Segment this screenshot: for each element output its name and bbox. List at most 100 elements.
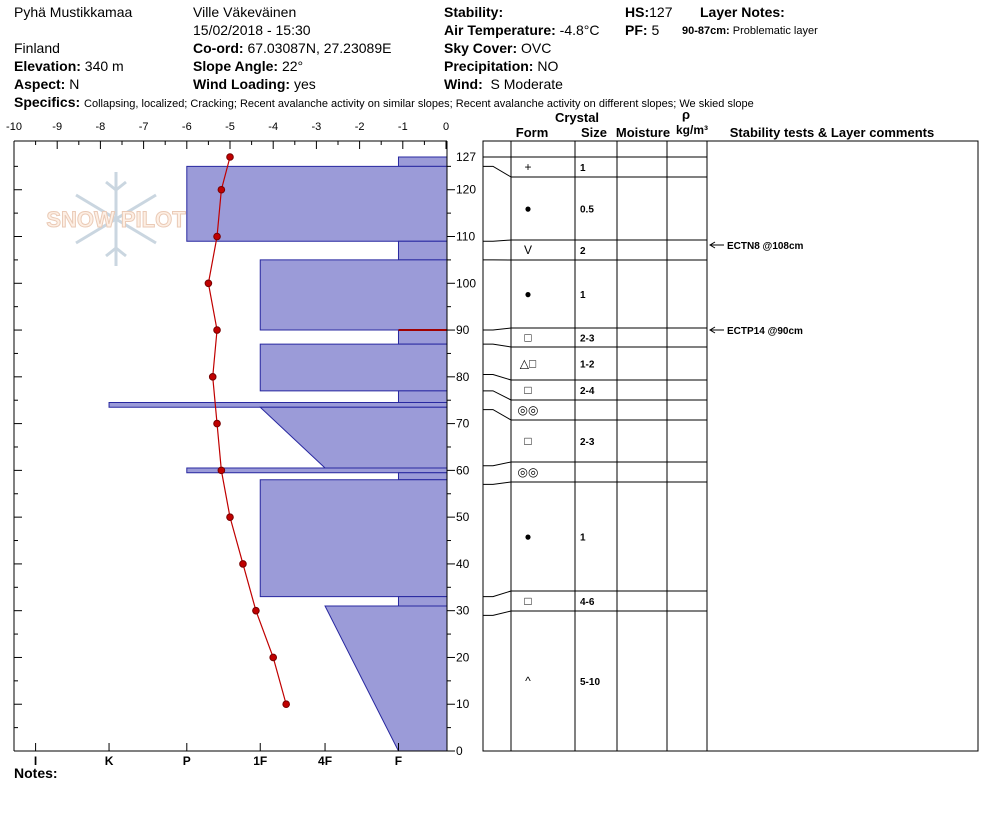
temperature-point <box>226 153 234 161</box>
hardness-layer-5 <box>259 343 448 392</box>
layer-form: ● <box>524 202 531 216</box>
layer-size: 2-3 <box>580 437 595 448</box>
layer-form: + <box>524 160 531 174</box>
layer-connector <box>483 390 512 401</box>
hardness-layer-0 <box>397 156 448 167</box>
layer-notes-label: Layer Notes: <box>700 4 785 20</box>
slope-field: Slope Angle: 22° <box>193 57 303 75</box>
wind-loading-label: Wind Loading: <box>193 76 291 92</box>
layer-form: □ <box>524 434 531 448</box>
aspect-field: Aspect: N <box>14 75 79 93</box>
comments-header: Stability tests & Layer comments <box>730 125 934 140</box>
stability-test-arrowhead <box>709 241 716 249</box>
air-temp-label: Air Temperature: <box>444 22 556 38</box>
hardness-layer-11 <box>259 479 448 598</box>
temperature-point <box>269 653 278 662</box>
temperature-point <box>213 232 221 241</box>
temperature-profile <box>204 153 290 709</box>
layer-connector <box>483 461 512 467</box>
height-tick-label: 120 <box>456 183 476 197</box>
specifics-field: Specifics: Collapsing, localized; Cracki… <box>14 93 754 113</box>
layer-size: 2 <box>580 246 586 257</box>
layer-form: ◎◎ <box>518 403 539 417</box>
height-tick-label: 60 <box>456 463 470 477</box>
height-tick-label: 100 <box>456 276 476 290</box>
layer-connector <box>483 327 512 331</box>
height-tick-label: 127 <box>456 150 476 164</box>
hardness-tick-label: I <box>34 754 37 768</box>
temp-tick-label: -6 <box>182 121 192 133</box>
specifics-value: Collapsing, localized; Cracking; Recent … <box>84 98 754 110</box>
height-tick-label: 10 <box>456 697 470 711</box>
sky-cover-value: OVC <box>521 40 552 56</box>
height-tick-label: 110 <box>456 230 475 244</box>
stability-tests: ECTN8 @108cm ECTP14 @90cm <box>709 241 804 337</box>
height-tick-label: 80 <box>456 370 470 384</box>
hardness-tick-label: 4F <box>318 754 332 768</box>
hardness-layer-9 <box>186 467 448 474</box>
hs-value: 127 <box>649 4 673 20</box>
temp-tick-label: -4 <box>268 121 278 133</box>
temperature-axis: -10 -9 -8 -7 -6 -5 -4 -3 -2 -1 0 <box>6 121 449 149</box>
hardness-layer-10 <box>397 472 448 481</box>
temperature-point <box>213 326 221 334</box>
layer-table: Crystal Form Size Moisture ρ kg/m³ Stabi… <box>482 107 979 752</box>
temperature-point <box>204 279 213 288</box>
country: Finland <box>14 40 60 56</box>
hardness-layer-4 <box>397 329 448 345</box>
observer-name: Ville Väkeväinen <box>193 4 297 20</box>
table-border <box>482 140 979 752</box>
temp-tick-label: -1 <box>398 121 408 133</box>
coord-field: Co-ord: 67.03087N, 27.23089E <box>193 39 391 57</box>
hardness-profile <box>108 156 448 752</box>
pf-value: 5 <box>651 22 660 38</box>
coord-label: Co-ord: <box>193 40 244 56</box>
size-header: Size <box>581 125 607 140</box>
watermark-text: SNOW PILOT <box>46 207 186 232</box>
hardness-tick-label: K <box>105 754 114 768</box>
layer-connector <box>483 239 512 242</box>
wind-loading-field: Wind Loading: yes <box>193 75 316 93</box>
hardness-layer-7 <box>108 402 448 408</box>
layer-form: □ <box>524 383 531 397</box>
layer-rows: +1 ● 0.5 V 2 ● 1 □ 2-3 △□ 1-2 □ 2-4 ◎◎ □ 2-3 ◎◎ ● 1 □ 4-6 ^ 5-… <box>483 156 707 688</box>
coord-value: 67.03087N, 27.23089E <box>247 40 392 56</box>
hardness-layer-6 <box>397 390 448 404</box>
layer-connector <box>483 343 512 348</box>
hs-field: HS:127 <box>625 3 672 21</box>
location-name: Pyhä Mustikkamaa <box>14 4 133 20</box>
temperature-point <box>282 700 290 709</box>
temp-tick-label: -3 <box>312 121 322 133</box>
wind-loading-value: yes <box>293 76 316 92</box>
height-tick-label: 50 <box>456 510 470 524</box>
hardness-layer-3 <box>259 259 448 331</box>
hardness-layer-12 <box>397 596 448 607</box>
elevation-value: 340 m <box>84 58 124 74</box>
slope-label: Slope Angle: <box>193 58 279 74</box>
hardness-layer-2 <box>397 240 448 261</box>
layer-size: 1 <box>580 533 586 544</box>
hardness-layer-1 <box>186 165 448 242</box>
stability-field: Stability: <box>444 3 503 21</box>
height-tick-label: 70 <box>456 417 470 431</box>
layer-size: 1 <box>580 163 586 174</box>
layer-connector <box>483 373 512 381</box>
observation-datetime: 15/02/2018 - 15:30 <box>193 22 311 38</box>
hardness-tick-label: P <box>183 754 191 768</box>
hardness-tick-label: F <box>395 754 402 768</box>
layer-note-range: 90-87cm: <box>682 25 730 37</box>
temp-tick-label: -7 <box>139 121 149 133</box>
hardness-tick-label: 1F <box>253 754 267 768</box>
density-unit-header: kg/m³ <box>676 123 708 137</box>
layer-connector <box>483 165 512 178</box>
stability-label: Stability: <box>444 4 504 20</box>
layer-size: 1-2 <box>580 360 595 371</box>
layer-form: ● <box>524 530 531 544</box>
temperature-point <box>208 373 217 381</box>
layer-size: 1 <box>580 290 586 301</box>
height-tick-label: 0 <box>456 744 463 758</box>
layer-note: 90-87cm: Problematic layer <box>682 22 818 40</box>
temperature-point <box>213 419 221 428</box>
air-temp-field: Air Temperature: -4.8°C <box>444 21 600 39</box>
